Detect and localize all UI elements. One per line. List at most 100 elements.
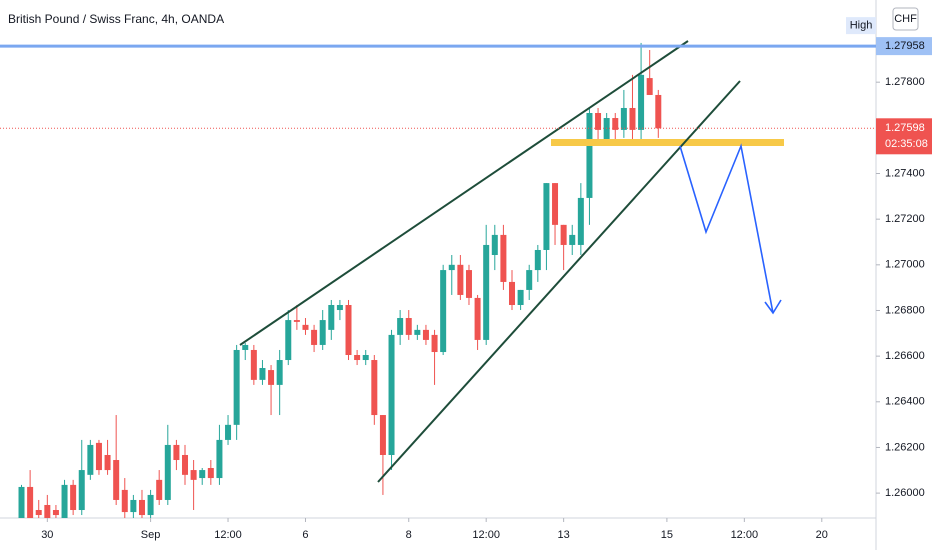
candle-body: [293, 320, 300, 322]
candle-body: [414, 329, 421, 335]
y-tick-label: 1.26200: [885, 441, 925, 453]
candle-body: [577, 197, 584, 245]
arrow-head: [764, 299, 782, 315]
candle-body: [526, 270, 533, 290]
candle-body: [345, 305, 352, 355]
chart-title: British Pound / Swiss Franc, 4h, OANDA: [8, 12, 224, 26]
candle-body: [61, 484, 68, 518]
candle-body: [182, 454, 189, 475]
candle-body: [543, 183, 550, 250]
candle-body: [362, 354, 369, 361]
candle-body: [225, 424, 232, 440]
candle-body: [655, 94, 662, 129]
candle-body: [216, 439, 223, 479]
current-price: 1.27598: [885, 122, 925, 134]
high-label: High: [850, 20, 873, 32]
candle-body: [638, 74, 645, 130]
candle-body: [121, 489, 128, 513]
y-tick-label: 1.27400: [885, 167, 925, 179]
candle-body: [397, 318, 404, 335]
lower-trendline: [377, 80, 741, 483]
y-tick-label: 1.27000: [885, 259, 925, 271]
y-tick-label: 1.27200: [885, 213, 925, 225]
candle-body: [586, 113, 593, 198]
candle-body: [646, 78, 653, 95]
candle-body: [629, 107, 636, 130]
currency-box[interactable]: [892, 7, 919, 31]
candle-body: [259, 368, 266, 380]
x-tick-label: 12:00: [214, 529, 242, 541]
candle-body: [52, 510, 59, 516]
candle-body: [569, 234, 576, 245]
candle-body: [233, 349, 240, 425]
candle-body: [302, 324, 309, 330]
candle-body: [448, 264, 455, 271]
candle-body: [431, 334, 438, 353]
candle-body: [207, 468, 214, 479]
candle-body: [70, 484, 77, 511]
x-tick-label: 20: [816, 529, 828, 541]
candle-body: [268, 370, 275, 385]
y-tick-label: 1.26600: [885, 350, 925, 362]
x-tick-label: 30: [41, 529, 53, 541]
candle-body: [190, 470, 197, 480]
candle-body: [130, 499, 137, 513]
upper-trendline: [239, 40, 689, 346]
candle-body: [405, 318, 412, 335]
candle-body: [336, 305, 343, 311]
projection-arrow: [679, 143, 774, 314]
y-tick-label: 1.26000: [885, 487, 925, 499]
overlays: High 1.27958 1.27598 02:35:08: [0, 17, 932, 155]
candle-body: [620, 107, 627, 130]
candle-body: [534, 249, 541, 271]
candle-body: [44, 504, 51, 518]
candle-body: [491, 234, 498, 256]
candles: [18, 42, 662, 518]
candle-body: [422, 329, 429, 340]
candle-body: [199, 470, 206, 479]
currency[interactable]: CHF: [894, 13, 917, 25]
candle-body: [354, 354, 361, 361]
x-tick-label: 6: [302, 529, 308, 541]
candle-body: [18, 486, 25, 518]
candle-body: [276, 360, 283, 385]
candle-body: [603, 118, 610, 143]
candle-body: [250, 349, 257, 380]
drawings: [239, 40, 784, 483]
candle-body: [147, 494, 154, 516]
candle-body: [95, 442, 102, 471]
x-tick-label: 12:00: [731, 529, 759, 541]
candle-body: [517, 289, 524, 306]
candle-body: [388, 334, 395, 455]
candle-body: [285, 320, 292, 361]
candle-body: [87, 444, 94, 475]
high-label-box: [846, 17, 876, 35]
x-tick-label: 13: [558, 529, 570, 541]
candle-body: [379, 415, 386, 455]
candle-body: [474, 297, 481, 340]
candle-body: [35, 510, 42, 516]
candle-body: [319, 320, 326, 345]
x-tick-label: 8: [406, 529, 412, 541]
candle-body: [552, 183, 559, 225]
current-price-box: [876, 118, 932, 155]
candle-body: [113, 460, 120, 500]
y-tick-label: 1.27800: [885, 76, 925, 88]
candle-body: [27, 486, 34, 518]
candle-body: [483, 244, 490, 340]
candle-body: [612, 118, 619, 130]
candle-body: [242, 344, 249, 350]
x-tick-label: 12:00: [472, 529, 500, 541]
y-tick-label: 1.26400: [885, 396, 925, 408]
x-tick-label: Sep: [141, 529, 161, 541]
x-tick-label: 15: [661, 529, 673, 541]
candle-body: [371, 360, 378, 416]
candle-body: [457, 264, 464, 295]
candle-body: [595, 113, 602, 130]
candle-body: [138, 499, 145, 516]
candle-body: [104, 454, 111, 471]
candle-body: [328, 305, 335, 330]
candle-body: [78, 470, 85, 511]
candle-body: [164, 444, 171, 500]
